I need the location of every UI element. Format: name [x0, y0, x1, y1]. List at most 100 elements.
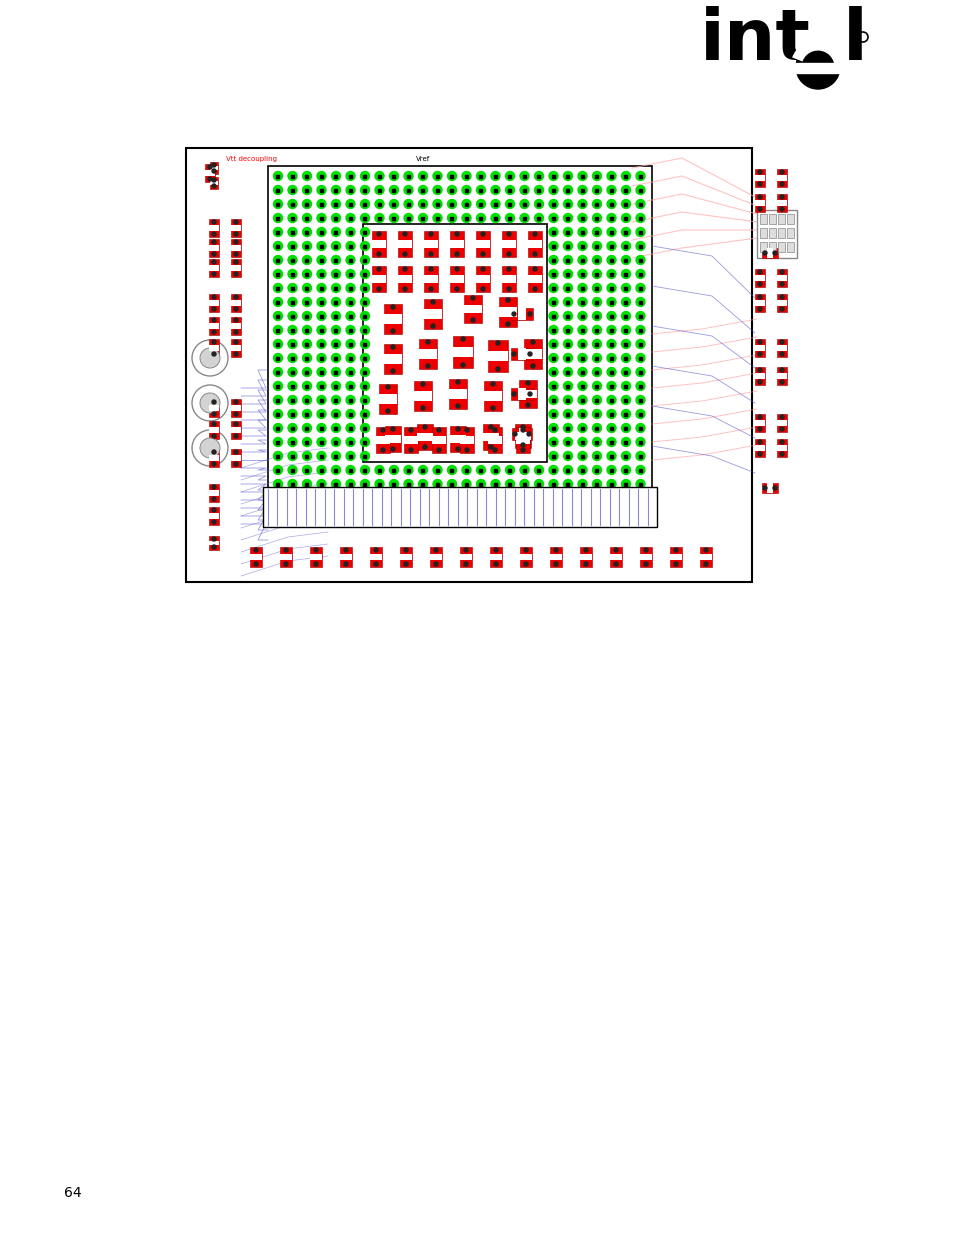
Bar [392, 216, 395, 220]
Bar [459, 436, 474, 445]
Circle shape [606, 326, 616, 335]
Circle shape [288, 479, 296, 489]
Circle shape [476, 214, 485, 222]
Circle shape [360, 284, 369, 293]
Bar [482, 432, 498, 441]
Circle shape [758, 368, 761, 372]
Bar [276, 315, 279, 317]
Bar [580, 315, 583, 317]
Bar [595, 357, 598, 359]
Bar [363, 273, 366, 275]
Circle shape [331, 311, 340, 321]
Circle shape [200, 393, 220, 412]
Circle shape [620, 452, 630, 461]
Circle shape [274, 298, 282, 306]
Bar [609, 189, 613, 191]
Bar [335, 412, 337, 415]
Circle shape [302, 284, 312, 293]
Bar [494, 483, 497, 485]
Bar [363, 231, 366, 233]
Circle shape [212, 520, 215, 524]
Text: int: int [700, 6, 810, 75]
Circle shape [548, 466, 558, 474]
Bar [209, 219, 219, 237]
Bar [566, 454, 569, 457]
Circle shape [563, 395, 572, 405]
Bar [291, 189, 294, 191]
Circle shape [563, 227, 572, 236]
Circle shape [527, 352, 532, 356]
Circle shape [316, 242, 326, 251]
Bar [392, 189, 395, 191]
Circle shape [476, 200, 485, 209]
Bar [624, 412, 627, 415]
Text: 64: 64 [64, 1186, 82, 1200]
Bar [370, 553, 382, 561]
Circle shape [606, 172, 616, 180]
Circle shape [554, 548, 558, 552]
Circle shape [489, 445, 493, 450]
Bar [464, 189, 468, 191]
Circle shape [505, 200, 514, 209]
Circle shape [489, 425, 493, 429]
Circle shape [403, 185, 413, 194]
Bar [490, 547, 501, 567]
Bar [776, 169, 786, 186]
Bar [335, 287, 337, 289]
Circle shape [578, 269, 586, 279]
Circle shape [433, 185, 441, 194]
Circle shape [418, 466, 427, 474]
Circle shape [548, 410, 558, 419]
Bar [399, 553, 412, 561]
Bar [319, 300, 323, 304]
Bar [335, 384, 337, 388]
Circle shape [346, 214, 355, 222]
Circle shape [360, 395, 369, 405]
Bar [580, 483, 583, 485]
Bar [305, 329, 308, 331]
Circle shape [288, 214, 296, 222]
Circle shape [636, 185, 644, 194]
Bar [639, 287, 641, 289]
Bar [209, 266, 219, 270]
Bar [639, 384, 641, 388]
Bar [639, 203, 641, 205]
Circle shape [548, 340, 558, 348]
Bar [489, 553, 502, 561]
Circle shape [592, 326, 601, 335]
Circle shape [331, 326, 340, 335]
Circle shape [403, 479, 413, 489]
Bar [595, 231, 598, 233]
Bar [209, 324, 219, 329]
Bar [416, 424, 433, 450]
Circle shape [563, 466, 572, 474]
Bar [511, 388, 533, 400]
Bar [384, 304, 401, 333]
Circle shape [780, 207, 783, 211]
Bar [378, 394, 397, 404]
Bar [231, 450, 241, 467]
Circle shape [447, 214, 456, 222]
Bar [639, 412, 641, 415]
Bar [349, 454, 352, 457]
Circle shape [288, 437, 296, 447]
Circle shape [314, 548, 317, 552]
Bar [518, 380, 537, 408]
Bar [624, 370, 627, 373]
Circle shape [316, 311, 326, 321]
Circle shape [212, 433, 215, 438]
Circle shape [360, 353, 369, 363]
Bar [423, 266, 437, 291]
Circle shape [494, 562, 497, 566]
Circle shape [420, 406, 424, 410]
Bar [552, 426, 555, 430]
Bar [210, 165, 218, 170]
Circle shape [376, 232, 380, 236]
Bar [209, 225, 219, 231]
Bar [566, 300, 569, 304]
Circle shape [433, 200, 441, 209]
Bar [291, 203, 294, 205]
Circle shape [346, 298, 355, 306]
Bar [778, 228, 784, 238]
Circle shape [409, 429, 413, 432]
